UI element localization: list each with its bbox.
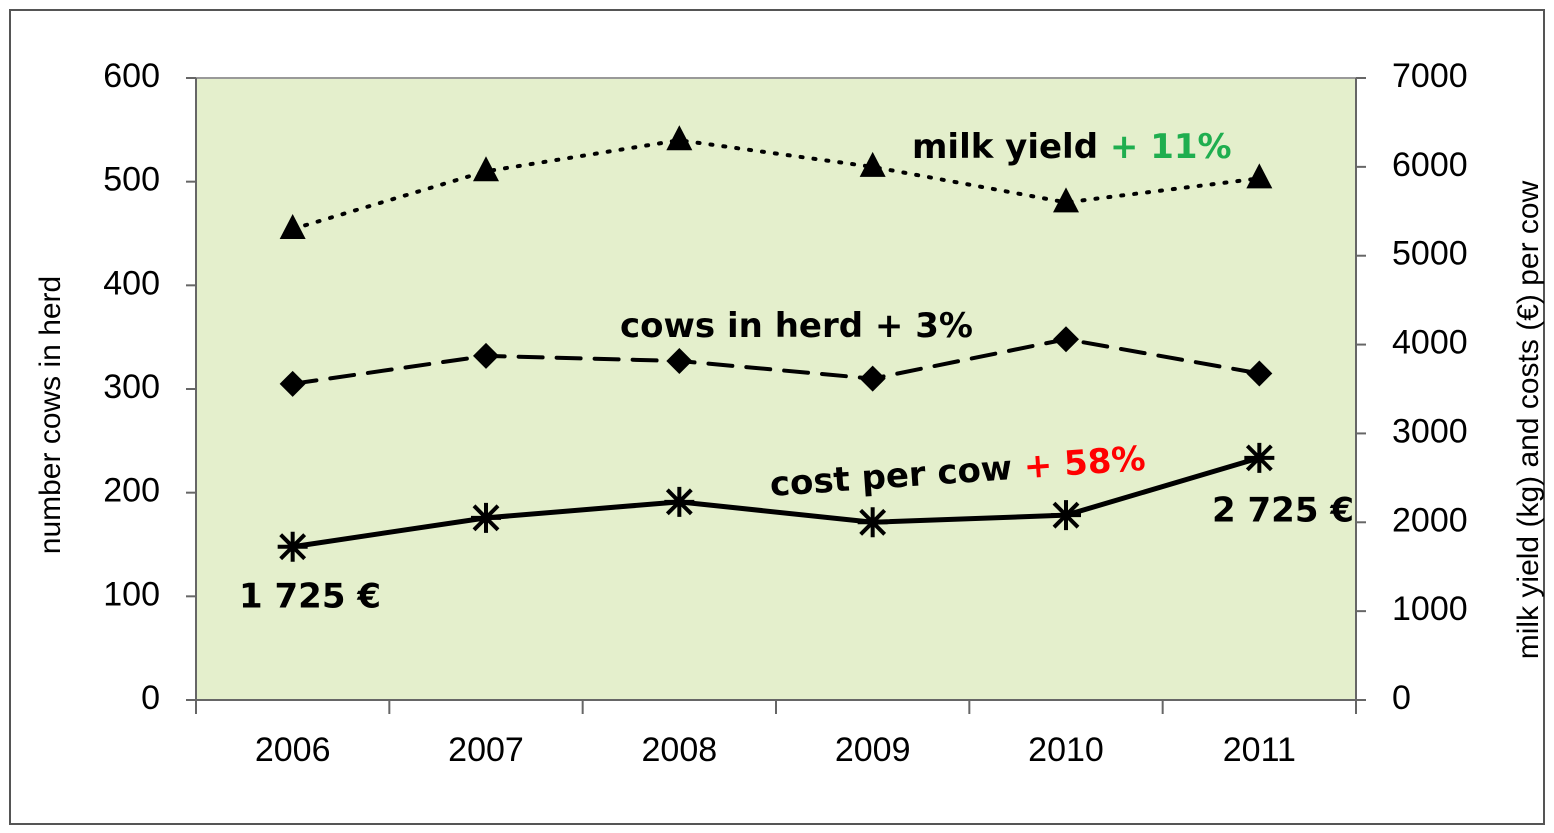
y2-tick-label: 7000	[1392, 57, 1468, 95]
series-label: cows in herd + 3%	[620, 306, 973, 346]
y2-tick-label: 1000	[1392, 590, 1468, 628]
marker	[471, 502, 501, 533]
x-tick-label: 2010	[1028, 731, 1104, 769]
x-tick-label: 2011	[1223, 731, 1296, 769]
y-tick-label: 600	[103, 57, 160, 95]
y2-tick-label: 3000	[1392, 412, 1468, 450]
marker	[279, 214, 306, 240]
value-label: 1 725 €	[239, 577, 381, 617]
y2-tick-label: 4000	[1392, 324, 1468, 362]
y-tick-label: 500	[103, 161, 160, 199]
marker	[1246, 163, 1273, 189]
marker	[473, 156, 499, 182]
marker	[1053, 326, 1079, 353]
series-annotation: + 58%	[1022, 438, 1146, 486]
x-tick-label: 2008	[642, 731, 718, 769]
series-annotation: + 3%	[875, 306, 973, 346]
marker	[859, 365, 886, 392]
y-tick-label: 300	[103, 368, 160, 406]
series-line	[290, 455, 1262, 550]
series-line	[290, 138, 1262, 232]
marker	[473, 342, 499, 369]
y-tick-label: 0	[141, 679, 160, 717]
y2-tick-label: 6000	[1392, 146, 1468, 184]
marker	[1244, 442, 1275, 473]
x-tick-label: 2007	[448, 731, 524, 769]
marker	[1051, 500, 1081, 531]
marker	[666, 125, 693, 151]
y2-tick-label: 0	[1392, 679, 1411, 717]
y-axis-label: number cows in herd	[34, 276, 67, 554]
marker	[859, 151, 886, 177]
series-name: cows in herd	[620, 306, 863, 346]
y-tick-label: 400	[103, 264, 160, 302]
y-tick-label: 100	[103, 575, 160, 613]
marker	[279, 370, 306, 397]
x-tick-label: 2006	[255, 731, 331, 769]
marker	[664, 486, 695, 517]
marker	[857, 507, 888, 538]
marker	[277, 531, 308, 562]
y2-tick-label: 2000	[1392, 501, 1468, 539]
y-tick-label: 200	[103, 472, 160, 510]
value-label: 2 725 €	[1212, 491, 1354, 531]
series-annotation: + 11%	[1110, 127, 1232, 167]
series-label: cost per cow + 58%	[769, 438, 1147, 504]
marker	[666, 348, 693, 375]
series-label: milk yield + 11%	[912, 127, 1232, 167]
y2-axis-label: milk yield (kg) and costs (€) per cow	[1512, 180, 1545, 659]
plot-area	[195, 77, 1357, 701]
series-line	[290, 337, 1262, 386]
marker	[1053, 187, 1079, 213]
x-tick-label: 2009	[835, 731, 911, 769]
marker	[1246, 360, 1273, 387]
y2-tick-label: 5000	[1392, 235, 1468, 273]
series-name: milk yield	[912, 127, 1098, 167]
